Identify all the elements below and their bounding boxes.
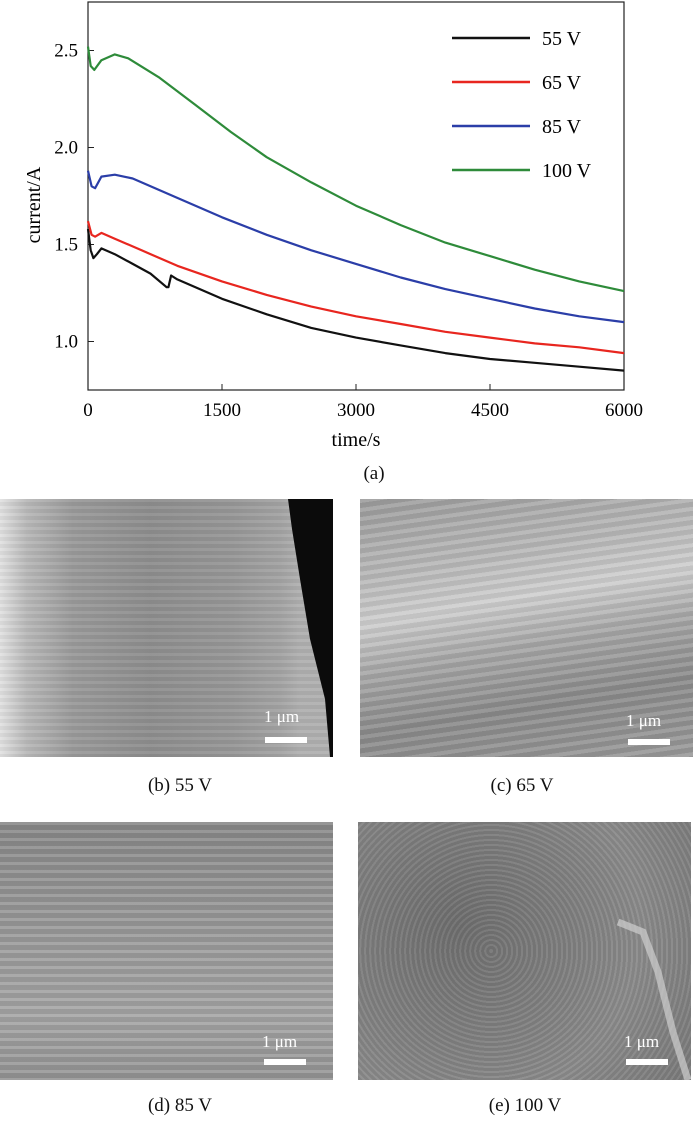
micrograph-65v: 1 μm [360,499,693,757]
x-tick-label: 4500 [471,400,509,421]
scale-bar-label: 1 μm [264,707,300,726]
caption-a: (a) [363,463,385,484]
legend-label: 55 V [542,28,582,50]
caption-e: (e) 100 V [488,1095,562,1116]
series-line-65v [86,220,625,355]
x-tick-label: 0 [83,400,93,421]
plot-area [87,1,625,391]
scale-bar [628,739,670,745]
y-tick-label: 1.5 [54,235,78,256]
scale-bar [264,1059,306,1065]
scale-bar [265,737,307,743]
series-line-100v [86,46,625,293]
x-axis-label: time/s [332,429,381,451]
scale-bar-label: 1 μm [626,711,662,730]
micrograph-100v: 1 μm [358,822,691,1080]
scale-bar [626,1059,668,1065]
y-axis-label: current/A [23,166,45,243]
legend-label: 85 V [542,116,582,138]
x-tick-label: 3000 [337,400,375,421]
caption-c: (c) 65 V [490,775,554,796]
y-tick-label: 2.0 [54,138,78,159]
x-tick-label: 1500 [203,400,241,421]
micrograph-85v: 1 μm [0,822,333,1080]
scale-bar-label: 1 μm [262,1032,298,1051]
legend-label: 65 V [542,72,582,94]
y-tick-label: 1.0 [54,332,78,353]
caption-b: (b) 55 V [147,775,213,796]
caption-d: (d) 85 V [147,1095,213,1116]
y-tick-label: 2.5 [54,41,78,62]
x-tick-label: 6000 [605,400,643,421]
current-time-chart: 0 1500 3000 4500 6000 1.0 1.5 2.0 2.5 55 V 65 V 85… [23,1,643,451]
series-line-55v [86,228,625,372]
micrograph-55v: 1 μm [0,499,333,757]
scale-bar-label: 1 μm [624,1032,660,1051]
legend-label: 100 V [542,160,592,182]
series-line-85v [86,170,625,324]
